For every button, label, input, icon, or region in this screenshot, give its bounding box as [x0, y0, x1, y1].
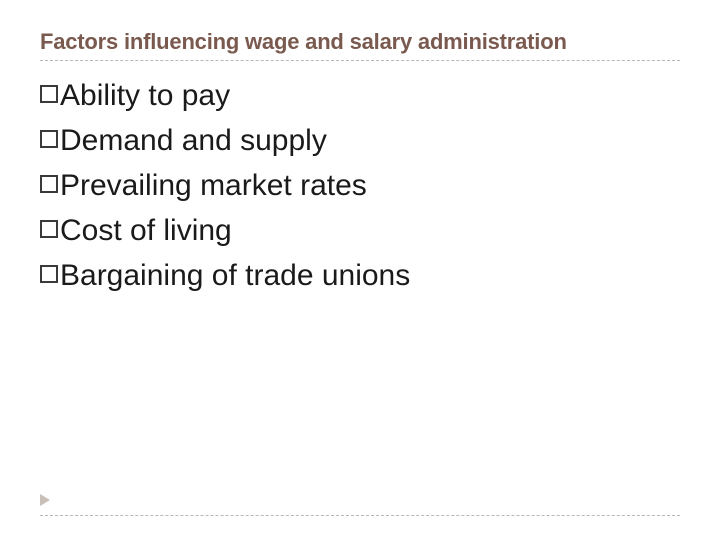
- list-item: Cost of living: [40, 208, 680, 253]
- slide: Factors influencing wage and salary admi…: [0, 0, 720, 540]
- square-bullet-icon: [40, 85, 58, 103]
- title-block: Factors influencing wage and salary admi…: [40, 28, 680, 56]
- list-item: Bargaining of trade unions: [40, 253, 680, 298]
- footer-triangle-icon: [40, 494, 50, 506]
- list-item-text: Ability to pay: [60, 73, 230, 118]
- list-item: Ability to pay: [40, 73, 680, 118]
- square-bullet-icon: [40, 220, 58, 238]
- square-bullet-icon: [40, 175, 58, 193]
- footer-divider: [40, 515, 680, 516]
- title-divider: [40, 60, 680, 61]
- list-item-text: Cost of living: [60, 208, 232, 253]
- square-bullet-icon: [40, 130, 58, 148]
- list-item: Prevailing market rates: [40, 163, 680, 208]
- content-list: Ability to pay Demand and supply Prevail…: [40, 73, 680, 298]
- list-item-text: Demand and supply: [60, 118, 327, 163]
- list-item: Demand and supply: [40, 118, 680, 163]
- list-item-text: Bargaining of trade unions: [60, 253, 410, 298]
- slide-title: Factors influencing wage and salary admi…: [40, 28, 680, 56]
- square-bullet-icon: [40, 265, 58, 283]
- list-item-text: Prevailing market rates: [60, 163, 367, 208]
